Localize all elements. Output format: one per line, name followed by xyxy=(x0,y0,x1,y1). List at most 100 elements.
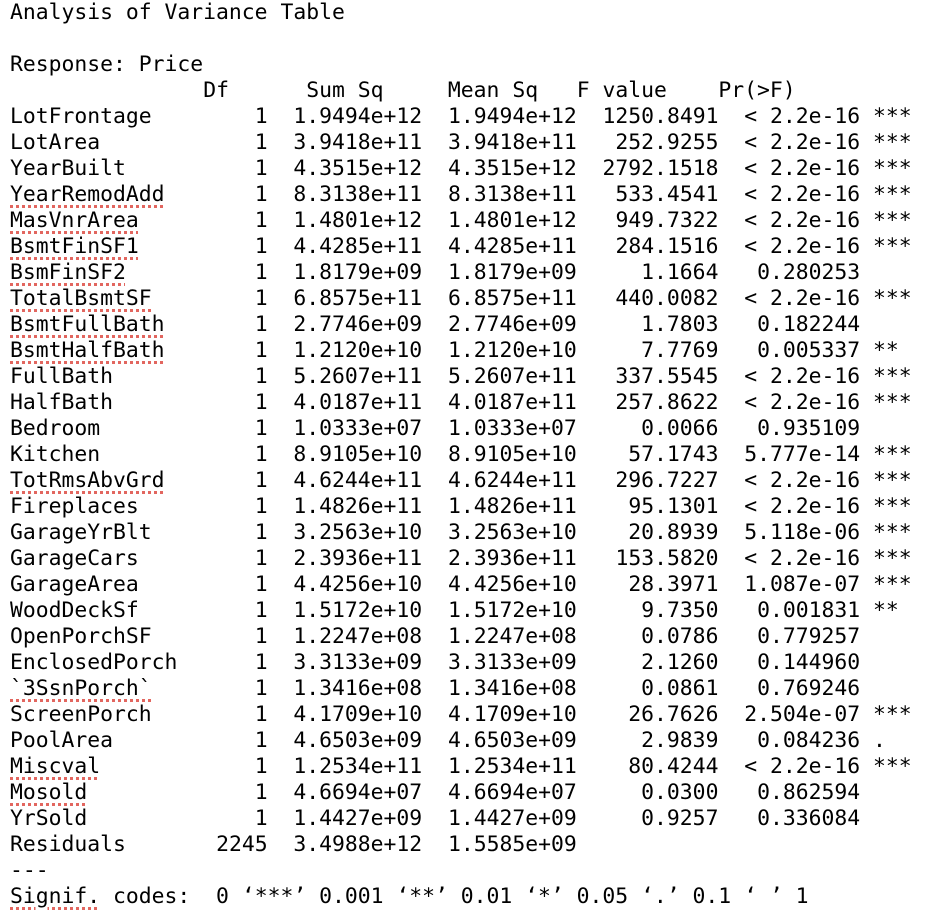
cell-pad xyxy=(216,260,255,285)
cell-gap xyxy=(718,572,731,597)
cell-pad xyxy=(216,520,255,545)
cell-gap xyxy=(577,650,590,675)
cell-pad xyxy=(281,130,294,155)
cell-pad xyxy=(590,624,642,649)
cell-gap xyxy=(422,130,435,155)
cell-gap xyxy=(860,546,873,571)
row-mean-sq: 8.3138e+11 xyxy=(447,182,577,207)
cell-pad xyxy=(435,234,448,259)
row-f-value: 20.8939 xyxy=(628,520,719,545)
row-f-value: 2.9839 xyxy=(641,728,719,753)
cell-gap xyxy=(718,728,731,753)
cell-pad xyxy=(139,598,203,623)
row-f-value: 0.0786 xyxy=(641,624,719,649)
row-sum-sq: 4.0187e+11 xyxy=(293,390,423,415)
cell-pad xyxy=(731,546,744,571)
cell-pad xyxy=(731,780,757,805)
cell-pad xyxy=(281,780,294,805)
row-term: GarageArea xyxy=(10,572,139,597)
row-f-value: 533.4541 xyxy=(615,182,719,207)
row-term: Kitchen xyxy=(10,442,101,467)
cell-pad xyxy=(281,104,294,129)
row-signif: *** xyxy=(873,546,912,571)
cell-pad xyxy=(152,520,204,545)
table-row: MasVnrArea 1 1.4801e+12 1.4801e+12 949.7… xyxy=(10,208,928,234)
cell-gap xyxy=(203,416,216,441)
cell-pad xyxy=(731,468,744,493)
cell-pad xyxy=(87,806,203,831)
row-f-value: 1250.8491 xyxy=(602,104,719,129)
cell-gap xyxy=(718,754,731,779)
cell-gap xyxy=(203,702,216,727)
cell-gap xyxy=(718,494,731,519)
cell-pad xyxy=(435,416,448,441)
row-df: 1 xyxy=(254,130,268,155)
cell-gap xyxy=(718,286,731,311)
cell-pad xyxy=(152,286,204,311)
cell-gap xyxy=(860,754,873,779)
cell-gap xyxy=(718,832,731,857)
cell-gap xyxy=(577,832,590,857)
cell-gap xyxy=(577,208,590,233)
row-term: BsmtFullBath xyxy=(10,312,165,337)
cell-pad xyxy=(281,702,294,727)
row-sum-sq: 3.4988e+12 xyxy=(293,832,423,857)
cell-pad xyxy=(731,130,744,155)
row-term: LotFrontage xyxy=(10,104,152,129)
cell-pad xyxy=(731,702,744,727)
cell-gap xyxy=(268,546,281,571)
cell-gap xyxy=(268,780,281,805)
cell-pad xyxy=(731,208,744,233)
row-df: 1 xyxy=(254,494,268,519)
cell-gap xyxy=(860,780,873,805)
cell-gap xyxy=(268,832,281,857)
row-p-value: 0.862594 xyxy=(757,780,861,805)
cell-gap xyxy=(203,546,216,571)
cell-pad xyxy=(216,754,255,779)
cell-pad xyxy=(590,286,616,311)
cell-gap xyxy=(860,676,873,701)
cell-pad xyxy=(152,676,204,701)
cell-pad xyxy=(435,598,448,623)
table-row: BsmtFinSF1 1 4.4285e+11 4.4285e+11 284.1… xyxy=(10,234,928,260)
row-df: 1 xyxy=(254,208,268,233)
row-df: 1 xyxy=(254,468,268,493)
table-row: YrSold 1 1.4427e+09 1.4427e+09 0.9257 0.… xyxy=(10,806,928,832)
header-gap xyxy=(538,78,577,103)
cell-pad xyxy=(731,286,744,311)
cell-pad xyxy=(731,572,744,597)
row-p-value: 0.769246 xyxy=(757,676,861,701)
row-p-value: 0.336084 xyxy=(757,806,861,831)
cell-pad xyxy=(216,104,255,129)
cell-gap xyxy=(718,546,731,571)
table-row: Miscval 1 1.2534e+11 1.2534e+11 80.4244 … xyxy=(10,754,928,780)
row-term: FullBath xyxy=(10,364,114,389)
cell-gap xyxy=(577,598,590,623)
cell-pad xyxy=(281,312,294,337)
cell-gap xyxy=(577,104,590,129)
row-df: 1 xyxy=(254,338,268,363)
table-row: HalfBath 1 4.0187e+11 4.0187e+11 257.862… xyxy=(10,390,928,416)
row-f-value: 296.7227 xyxy=(615,468,719,493)
cell-pad xyxy=(731,182,744,207)
row-f-value: 2.1260 xyxy=(641,650,719,675)
cell-gap xyxy=(203,286,216,311)
cell-pad xyxy=(281,182,294,207)
row-p-value: 5.777e-14 xyxy=(744,442,861,467)
cell-pad xyxy=(216,286,255,311)
cell-gap xyxy=(203,494,216,519)
cell-gap xyxy=(860,130,873,155)
cell-pad xyxy=(216,312,255,337)
row-p-value: < 2.2e-16 xyxy=(744,156,861,181)
cell-pad xyxy=(590,468,616,493)
cell-gap xyxy=(718,806,731,831)
cell-gap xyxy=(422,364,435,389)
row-mean-sq: 1.2120e+10 xyxy=(447,338,577,363)
row-df: 1 xyxy=(254,546,268,571)
anova-table-rows: LotFrontage 1 1.9494e+12 1.9494e+12 1250… xyxy=(10,104,928,858)
cell-pad xyxy=(731,520,744,545)
cell-pad xyxy=(113,728,203,753)
cell-pad xyxy=(216,182,255,207)
column-header-sum-sq: Sum Sq xyxy=(306,78,384,103)
cell-gap xyxy=(860,182,873,207)
